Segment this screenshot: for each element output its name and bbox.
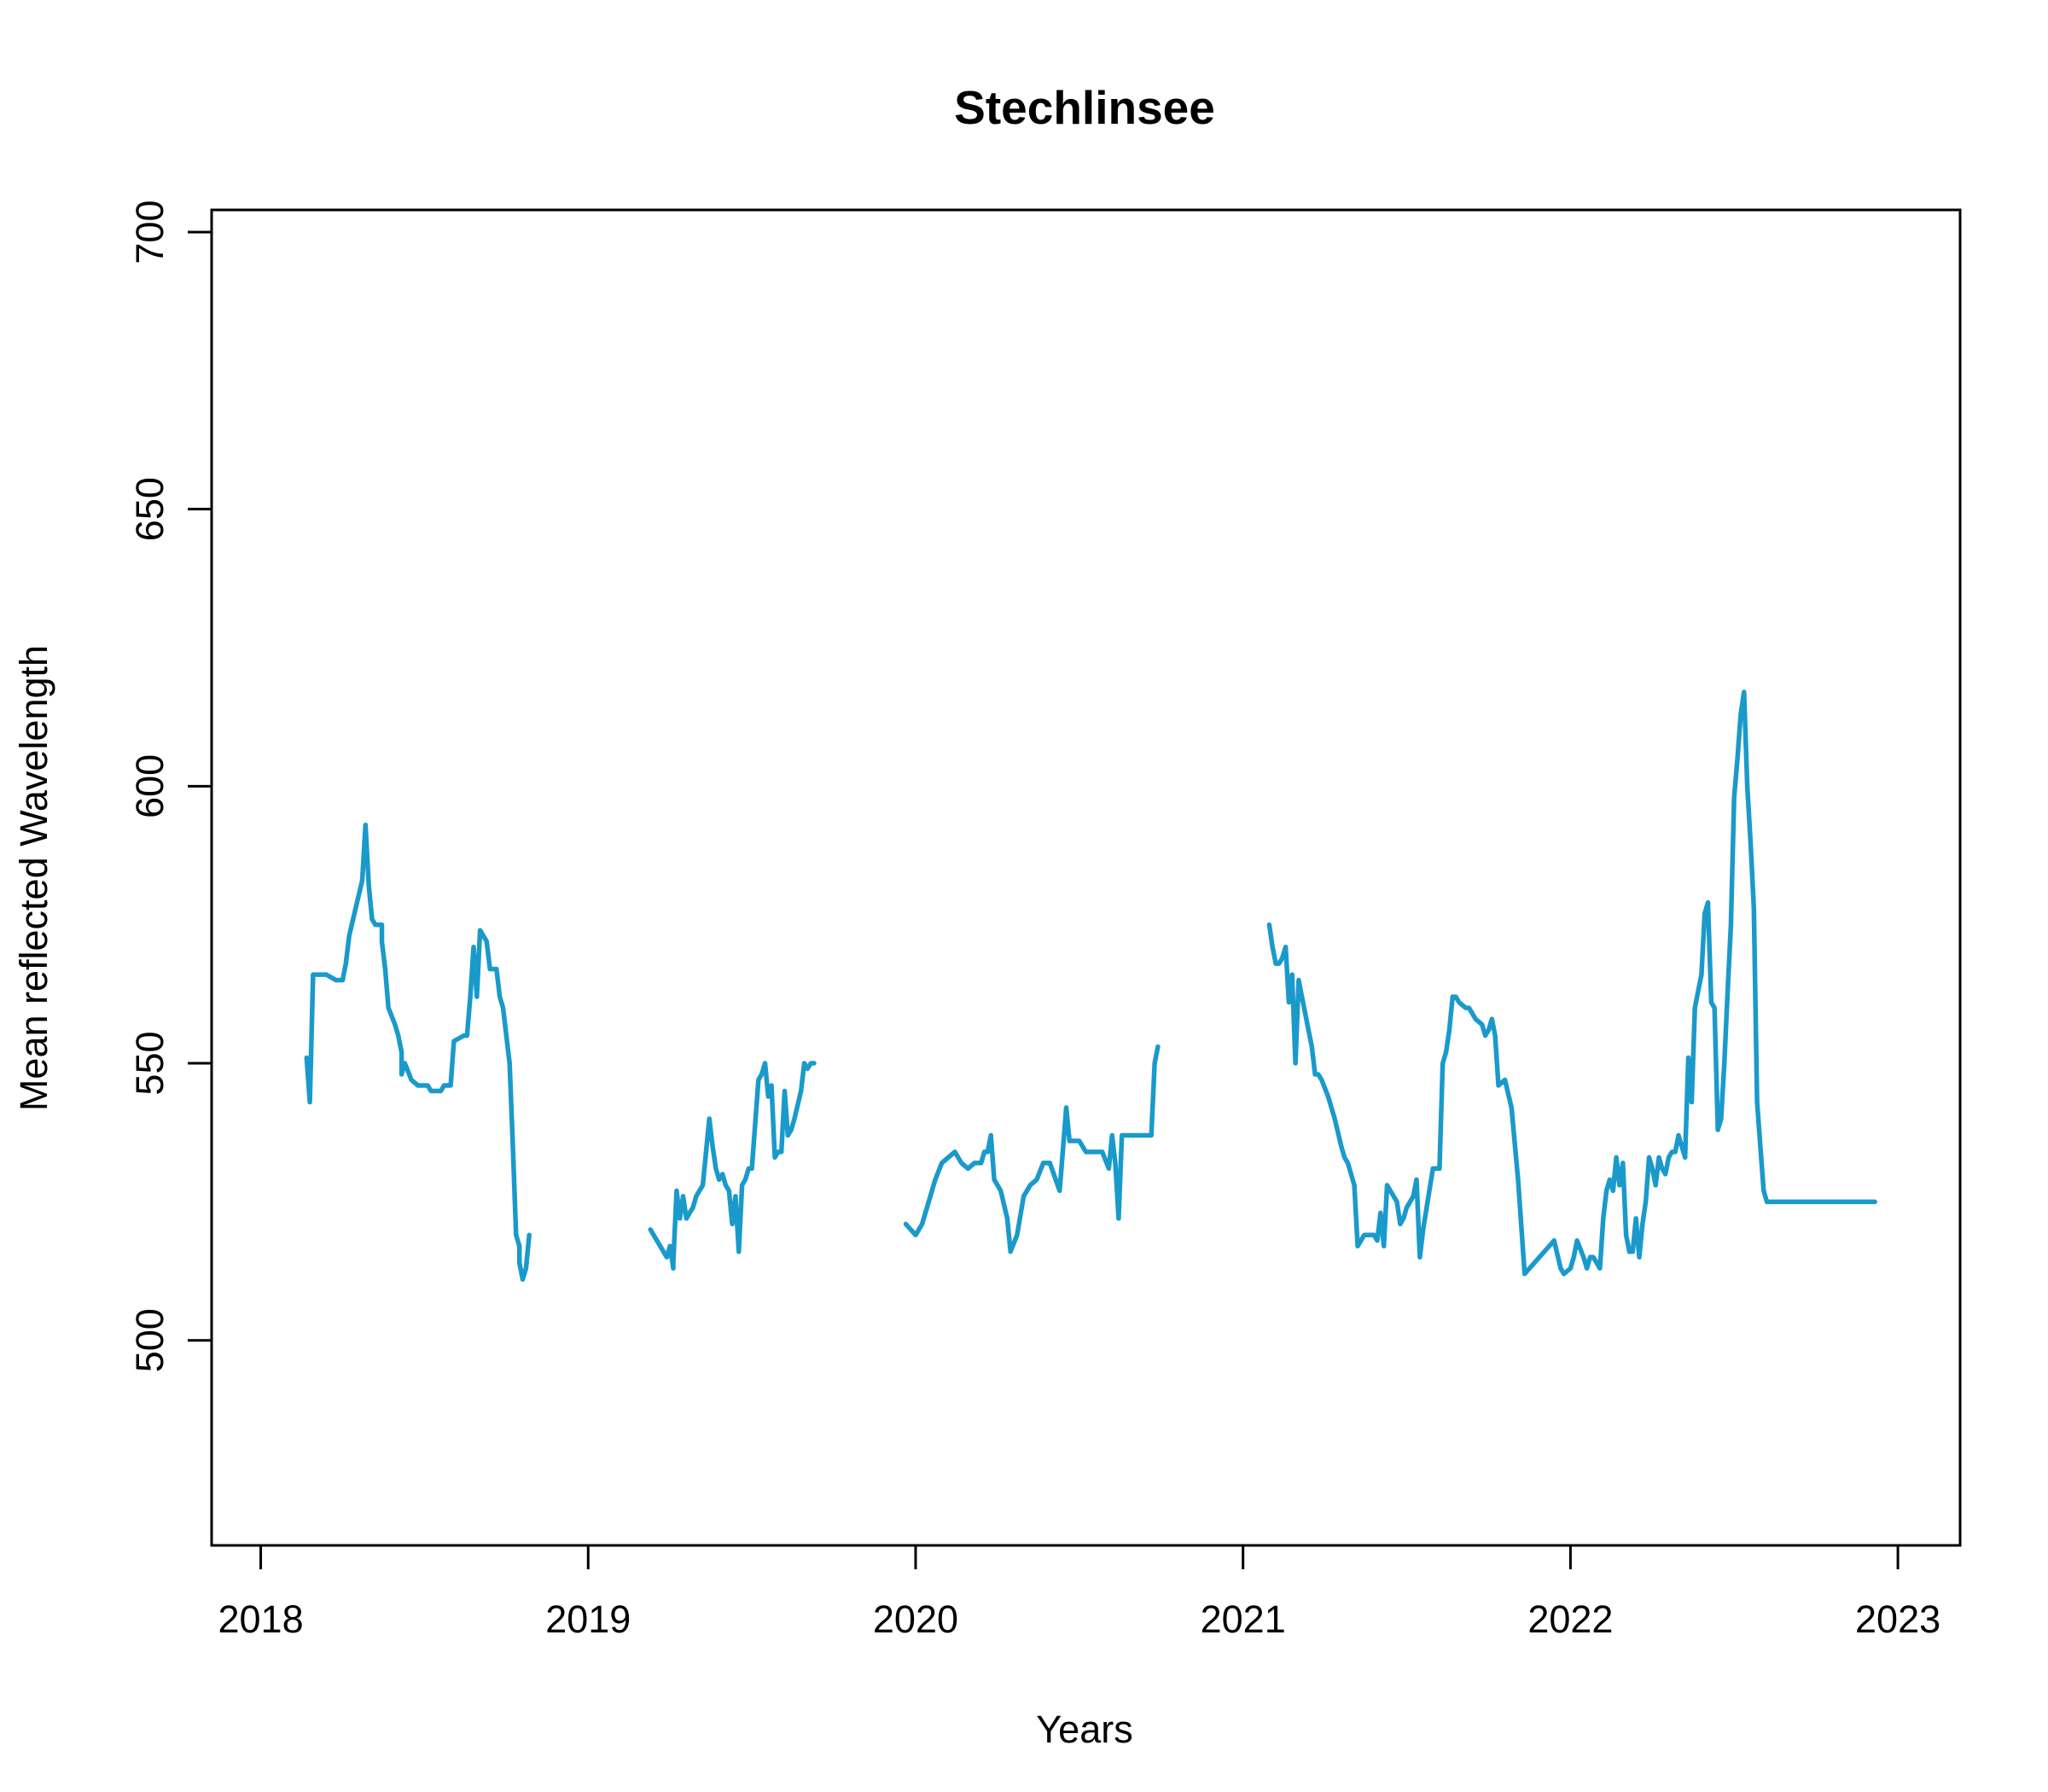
x-tick-label: 2018	[218, 1597, 304, 1641]
x-axis-label: Years	[1036, 1708, 1132, 1751]
series-line-segment	[304, 823, 532, 1283]
x-tick-label: 2021	[1201, 1597, 1286, 1641]
y-tick-label: 650	[128, 477, 172, 541]
y-axis-label: Mean reflected Wavelength	[12, 645, 55, 1111]
y-axis-ticks: 500 550 600 650 700	[128, 200, 212, 1372]
series-group	[304, 689, 1877, 1283]
y-tick-label: 700	[128, 200, 172, 264]
series-line-segment	[648, 1061, 817, 1271]
series-line-segment	[1266, 689, 1877, 1277]
x-tick-label: 2023	[1855, 1597, 1940, 1641]
x-tick-label: 2022	[1527, 1597, 1613, 1641]
x-axis-ticks: 2018 2019 2020 2021 2022 2023	[218, 1545, 1940, 1641]
y-tick-label: 550	[128, 1031, 172, 1095]
x-tick-label: 2020	[873, 1597, 958, 1641]
y-tick-label: 500	[128, 1308, 172, 1372]
plot-frame	[210, 208, 1962, 1547]
series-line-segment	[903, 1044, 1161, 1254]
chart-title: Stechlinsee	[954, 81, 1215, 134]
y-tick-label: 600	[128, 754, 172, 818]
x-tick-label: 2019	[545, 1597, 631, 1641]
